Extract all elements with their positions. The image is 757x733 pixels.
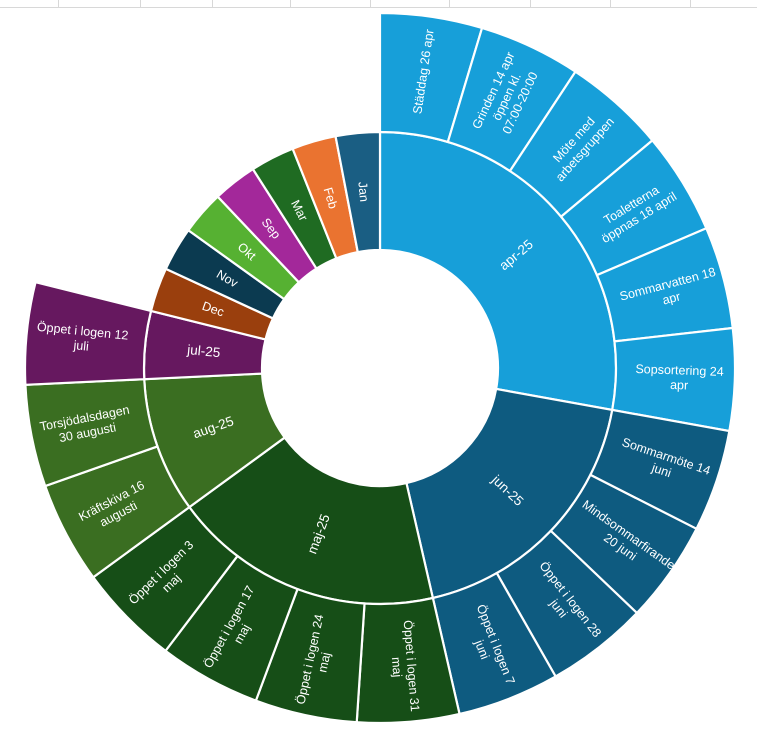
outer-label-sopsortering-24-apr: Sopsortering 24apr (635, 362, 724, 394)
inner-label-dec: Dec (200, 299, 226, 320)
gridline (449, 0, 450, 7)
gridline (690, 0, 691, 7)
gridline (140, 0, 141, 7)
inner-label-jan: Jan (355, 181, 371, 202)
outer-segment-oppet-i-logen-12-juli[interactable] (23, 280, 153, 386)
gridline (212, 0, 213, 7)
inner-segment-jan[interactable] (334, 130, 382, 254)
spreadsheet-gridline-strip (0, 0, 757, 8)
gridline (370, 0, 371, 7)
inner-label-jul-25: jul-25 (186, 341, 221, 359)
gridline (610, 0, 611, 7)
inner-label-feb: Feb (321, 186, 340, 211)
gridline (290, 0, 291, 7)
gridline (58, 0, 59, 7)
inner-ring (142, 130, 618, 606)
outer-ring (23, 11, 737, 725)
gridline (530, 0, 531, 7)
